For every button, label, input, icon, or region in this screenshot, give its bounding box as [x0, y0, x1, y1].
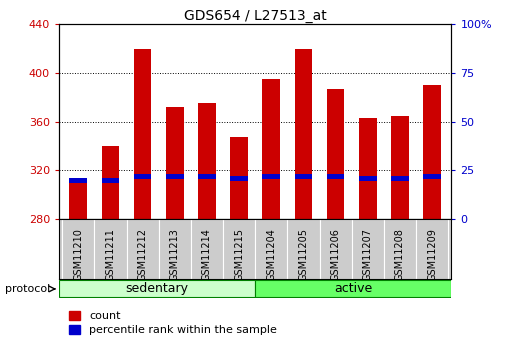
Bar — [255, 219, 287, 279]
Bar — [287, 219, 320, 279]
Text: GSM11214: GSM11214 — [202, 228, 212, 281]
Bar — [320, 219, 352, 279]
Bar — [102, 178, 120, 183]
Bar — [255, 280, 451, 297]
Bar — [134, 174, 151, 179]
Bar — [391, 116, 409, 219]
Bar — [198, 174, 216, 179]
Bar — [352, 219, 384, 279]
Bar — [416, 219, 448, 279]
Bar — [134, 49, 151, 219]
Text: GSM11204: GSM11204 — [266, 228, 277, 281]
Text: GSM11205: GSM11205 — [299, 228, 308, 281]
Bar — [294, 174, 312, 179]
Text: GSM11206: GSM11206 — [331, 228, 341, 281]
Bar — [59, 280, 255, 297]
Bar — [391, 176, 409, 180]
Text: protocol: protocol — [5, 284, 50, 294]
Text: GSM11212: GSM11212 — [137, 228, 148, 281]
Text: GSM11215: GSM11215 — [234, 228, 244, 281]
Bar — [166, 174, 184, 179]
Bar — [230, 137, 248, 219]
Bar — [62, 219, 94, 279]
Bar — [191, 219, 223, 279]
Bar — [294, 49, 312, 219]
Bar — [166, 107, 184, 219]
Bar — [423, 174, 441, 179]
Bar — [230, 176, 248, 180]
Legend: count, percentile rank within the sample: count, percentile rank within the sample — [65, 306, 281, 339]
Bar — [223, 219, 255, 279]
Text: GSM11210: GSM11210 — [73, 228, 83, 281]
Bar — [263, 79, 280, 219]
Text: GSM11207: GSM11207 — [363, 228, 373, 281]
Bar — [159, 219, 191, 279]
Bar — [198, 104, 216, 219]
Title: GDS654 / L27513_at: GDS654 / L27513_at — [184, 9, 327, 23]
Bar — [359, 118, 377, 219]
Text: active: active — [334, 282, 372, 295]
Bar — [423, 85, 441, 219]
Bar — [327, 89, 345, 219]
Bar — [384, 219, 416, 279]
Bar — [94, 219, 127, 279]
Bar — [263, 174, 280, 179]
Bar — [327, 174, 345, 179]
Bar — [69, 179, 87, 219]
Bar — [127, 219, 159, 279]
Text: GSM11211: GSM11211 — [106, 228, 115, 281]
Text: GSM11209: GSM11209 — [427, 228, 437, 281]
Text: GSM11208: GSM11208 — [395, 228, 405, 281]
Text: sedentary: sedentary — [126, 282, 189, 295]
Bar — [359, 176, 377, 180]
Text: GSM11213: GSM11213 — [170, 228, 180, 281]
Bar — [69, 178, 87, 183]
Bar — [102, 146, 120, 219]
